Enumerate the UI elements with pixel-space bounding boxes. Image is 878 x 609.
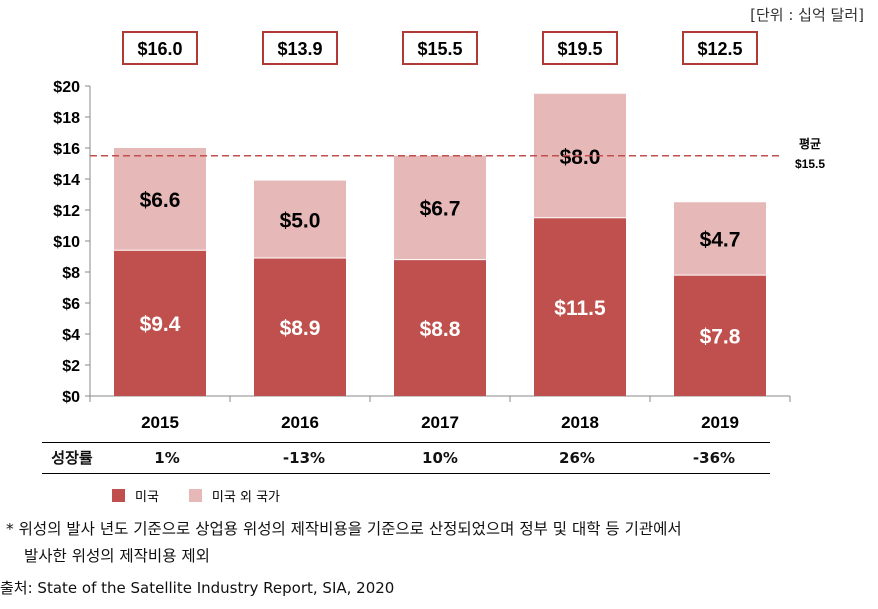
data-label-non-us-2015: $6.6 <box>140 189 181 212</box>
y-tick-label: $8 <box>62 265 80 282</box>
data-label-us-2019: $7.8 <box>700 326 741 349</box>
y-tick-label: $6 <box>62 296 80 313</box>
growth-rate-table: 성장률 1% -13% 10% 26% -36% <box>42 442 770 474</box>
growth-rate-2015: 1% <box>154 449 180 467</box>
bar-non-us-2016 <box>254 180 346 259</box>
y-tick-label: $18 <box>53 110 80 127</box>
legend-item-us: 미국 <box>112 486 159 505</box>
bar-non-us-2017 <box>394 155 486 260</box>
x-tick-label-2017: 2017 <box>421 413 459 432</box>
total-box-2017 <box>402 31 478 65</box>
total-box-2019 <box>682 31 758 65</box>
legend-swatch-us <box>112 489 125 502</box>
legend-swatch-non-us <box>188 489 202 502</box>
bar-us-2015 <box>114 250 206 396</box>
growth-rate-2016: -13% <box>282 449 326 467</box>
bar-us-2016 <box>254 258 346 396</box>
legend-item-non-us: 미국 외 국가 <box>188 486 280 505</box>
y-tick-label: $0 <box>62 389 80 406</box>
average-label: 평균 <box>799 137 821 151</box>
x-tick-label-2016: 2016 <box>281 413 319 432</box>
total-label-2015: $16.0 <box>137 39 182 59</box>
total-box-2016 <box>262 31 338 65</box>
bar-us-2018 <box>534 217 626 396</box>
data-label-us-2017: $8.8 <box>420 318 461 341</box>
legend: 미국 미국 외 국가 <box>112 486 280 505</box>
total-label-2017: $15.5 <box>417 39 462 59</box>
total-box-2015 <box>122 31 198 65</box>
x-tick-label-2015: 2015 <box>141 413 179 432</box>
legend-label-non-us: 미국 외 국가 <box>211 490 280 505</box>
footnote-line-2: 발사한 위성의 제작비용 제외 <box>24 547 210 565</box>
data-label-us-2015: $9.4 <box>140 313 181 336</box>
y-tick-label: $16 <box>53 141 80 158</box>
growth-rate-2018: 26% <box>559 449 595 467</box>
y-tick-label: $14 <box>53 172 80 189</box>
data-label-non-us-2017: $6.7 <box>420 198 461 221</box>
stacked-bar-chart: $0 $2 $4 $6 $8 $10 $12 $14 $16 $18 $20 $9.4 $6.6 $16.… <box>53 31 825 432</box>
bar-non-us-2019 <box>674 202 766 276</box>
average-value-label: $15.5 <box>795 157 825 171</box>
data-label-us-2018: $11.5 <box>554 297 606 320</box>
bar-us-2019 <box>674 275 766 396</box>
growth-rate-header: 성장률 <box>51 449 93 467</box>
total-label-2016: $13.9 <box>277 39 322 59</box>
footnote: * 위성의 발사 년도 기준으로 상업용 위성의 제작비용을 기준으로 산정되었… <box>6 516 872 570</box>
y-tick-label: $2 <box>62 358 80 375</box>
bar-us-2017 <box>394 259 486 396</box>
data-label-non-us-2019: $4.7 <box>700 229 741 252</box>
y-tick-label: $12 <box>53 203 80 220</box>
x-tick-label-2019: 2019 <box>701 413 739 432</box>
total-box-2018 <box>542 31 618 65</box>
y-tick-label: $4 <box>62 327 80 344</box>
total-label-2018: $19.5 <box>557 39 602 59</box>
bar-non-us-2015 <box>114 148 206 251</box>
legend-label-us: 미국 <box>135 490 159 505</box>
y-tick-label: $20 <box>53 79 80 96</box>
source-citation: 출처: State of the Satellite Industry Repo… <box>0 579 395 597</box>
total-label-2019: $12.5 <box>697 39 742 59</box>
unit-label: [단위 : 십억 달러] <box>750 6 864 24</box>
data-label-us-2016: $8.9 <box>280 317 321 340</box>
growth-rate-2019: -36% <box>692 449 736 467</box>
data-label-non-us-2018: $8.0 <box>560 146 601 169</box>
data-label-non-us-2016: $5.0 <box>280 209 321 232</box>
x-tick-label-2018: 2018 <box>561 413 599 432</box>
footnote-line-1: * 위성의 발사 년도 기준으로 상업용 위성의 제작비용을 기준으로 산정되었… <box>6 520 682 538</box>
y-tick-label: $10 <box>53 234 80 251</box>
growth-rate-2017: 10% <box>422 449 458 467</box>
